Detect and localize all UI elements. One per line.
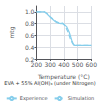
svg-text:300: 300: [44, 61, 56, 68]
svg-text:400: 400: [58, 61, 70, 68]
svg-text:EVA + 55% Al(OH)₃ (under Nitro: EVA + 55% Al(OH)₃ (under Nitrogen): [4, 80, 95, 87]
svg-text:500: 500: [72, 61, 84, 68]
svg-text:1.0: 1.0: [25, 8, 35, 15]
svg-text:0.4: 0.4: [25, 44, 35, 51]
svg-text:mtg: mtg: [8, 26, 16, 38]
svg-text:600: 600: [86, 61, 98, 68]
svg-text:200: 200: [31, 61, 43, 68]
svg-text:Simulation: Simulation: [68, 95, 95, 101]
svg-text:0.8: 0.8: [25, 20, 35, 27]
svg-text:0.2: 0.2: [24, 55, 35, 63]
svg-text:Experience: Experience: [20, 95, 48, 102]
svg-text:0.6: 0.6: [25, 32, 35, 39]
svg-text:Temperature (°C): Temperature (°C): [37, 73, 90, 81]
